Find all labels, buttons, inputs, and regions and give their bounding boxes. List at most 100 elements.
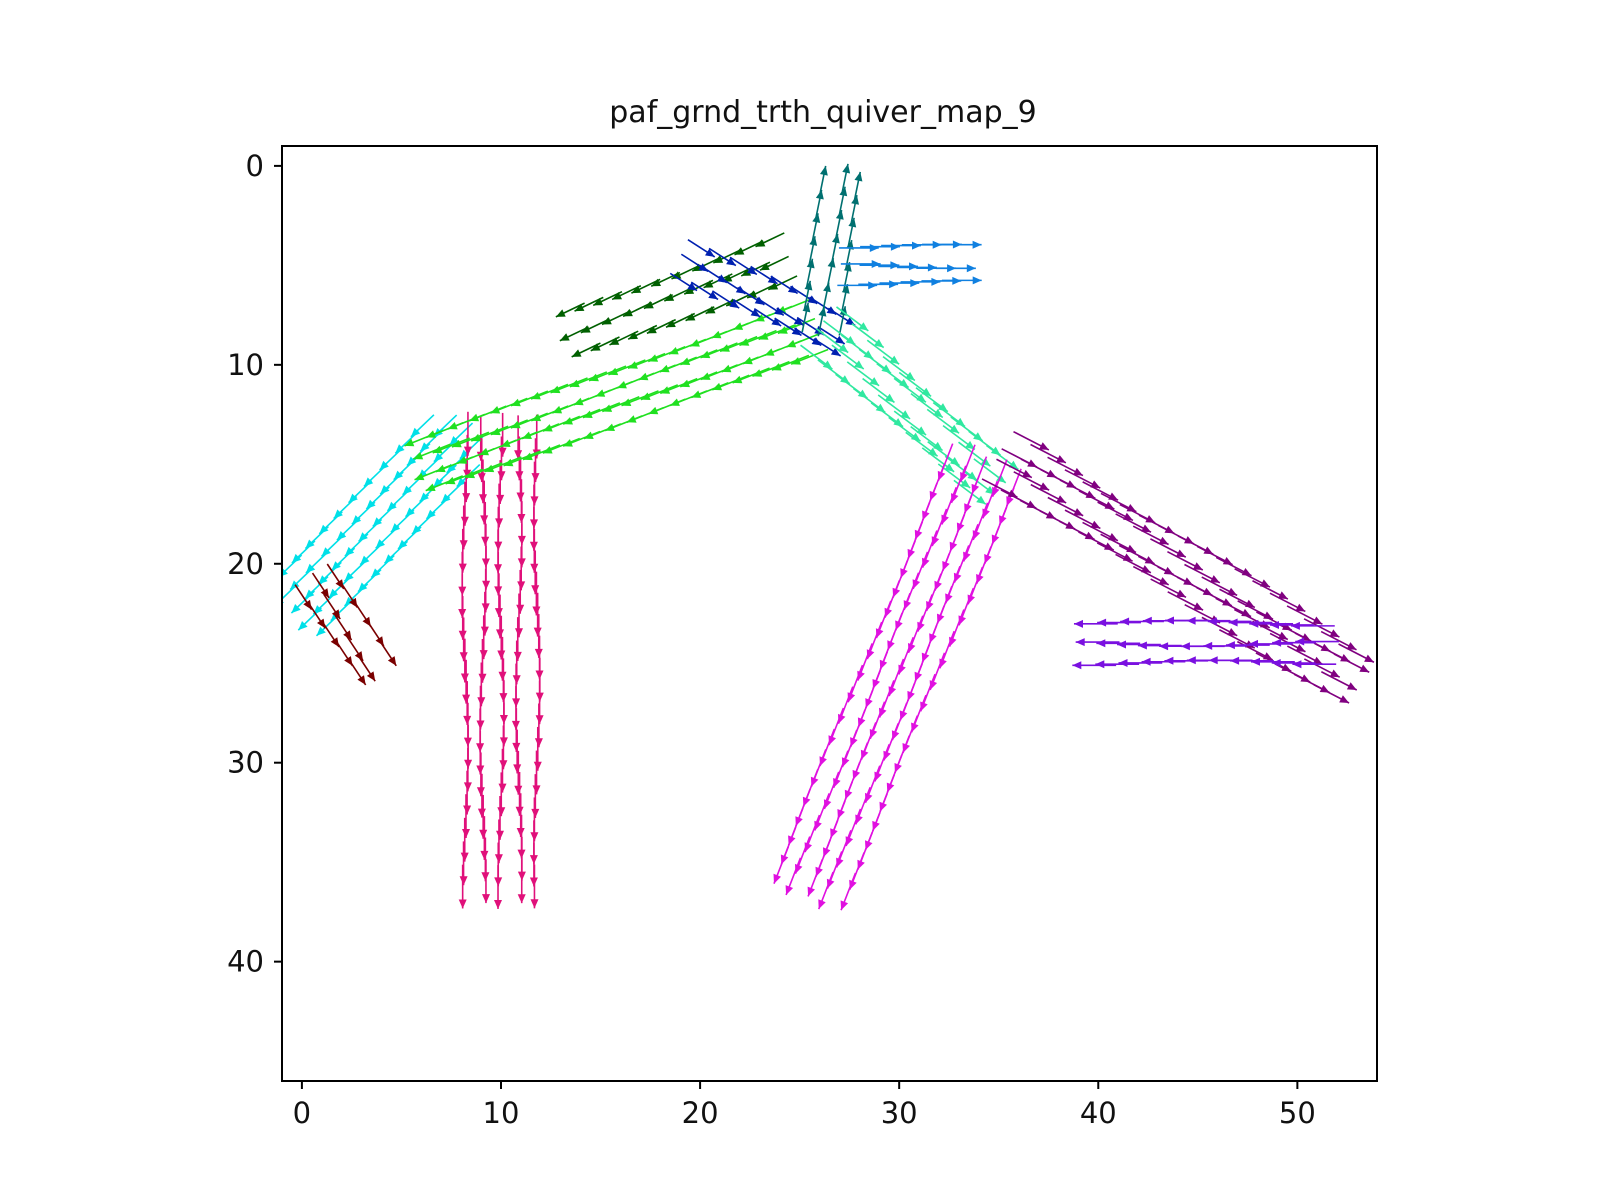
quiver-arrow bbox=[304, 526, 329, 550]
quiver-arrow bbox=[815, 328, 849, 354]
chart-title: paf_grnd_trth_quiver_map_9 bbox=[609, 95, 1036, 130]
quiver-arrow bbox=[847, 217, 857, 248]
quiver-arrow bbox=[344, 533, 369, 557]
quiver-arrow bbox=[817, 359, 851, 385]
y-tick-label: 10 bbox=[227, 348, 264, 382]
quiver-arrow bbox=[785, 857, 802, 896]
quiver-arrow bbox=[1075, 638, 1120, 647]
quiver-arrow bbox=[459, 505, 468, 550]
quiver-arrow bbox=[336, 517, 361, 541]
quiver-arrow bbox=[358, 518, 383, 543]
quiver-arrow bbox=[379, 447, 404, 471]
x-tick-label: 20 bbox=[682, 1096, 719, 1130]
quiver-series bbox=[1072, 616, 1339, 670]
quiver-arrow bbox=[290, 590, 315, 614]
y-tick-label: 20 bbox=[227, 547, 264, 581]
quiver-arrow bbox=[425, 475, 464, 492]
quiver-arrow bbox=[513, 729, 522, 774]
quiver-arrow bbox=[477, 662, 486, 707]
quiver-arrow bbox=[866, 339, 900, 365]
quiver-arrow bbox=[343, 558, 369, 582]
quiver-arrow bbox=[708, 247, 737, 267]
quiver-arrow bbox=[690, 281, 719, 301]
quiver-arrow bbox=[846, 361, 880, 387]
quiver-arrow bbox=[841, 163, 851, 194]
quiver-series bbox=[837, 240, 982, 290]
quiver-arrow bbox=[876, 362, 910, 389]
quiver-arrow bbox=[516, 457, 525, 502]
quiver-arrow bbox=[932, 401, 966, 428]
quiver-arrow bbox=[773, 846, 790, 884]
quiver-arrow bbox=[1150, 578, 1187, 599]
quiver-arrow bbox=[590, 336, 620, 352]
quiver-arrow bbox=[817, 325, 846, 345]
quiver-arrow bbox=[404, 494, 430, 518]
quiver-arrow bbox=[878, 262, 919, 271]
quiver-arrow bbox=[534, 703, 543, 748]
quiver-arrow bbox=[357, 569, 382, 593]
quiver-arrow bbox=[411, 511, 436, 535]
quiver-arrow bbox=[555, 302, 585, 318]
quiver-arrow bbox=[499, 725, 508, 770]
quiver-arrow bbox=[363, 463, 388, 488]
quiver-series bbox=[404, 297, 829, 492]
quiver-arrow bbox=[383, 540, 409, 564]
quiver-arrow bbox=[1120, 617, 1164, 626]
quiver-arrow bbox=[800, 344, 833, 370]
quiver-arrow bbox=[838, 186, 848, 217]
plot-area-frame bbox=[281, 145, 1378, 1082]
quiver-arrow bbox=[308, 602, 326, 629]
quiver-arrow bbox=[1013, 471, 1050, 491]
quiver-arrow bbox=[305, 550, 330, 574]
quiver-arrow bbox=[480, 480, 489, 525]
quiver-arrow bbox=[433, 439, 458, 463]
quiver-arrow bbox=[370, 554, 395, 579]
quiver-arrow bbox=[390, 509, 415, 533]
quiver-arrow bbox=[1167, 591, 1204, 611]
quiver-arrow bbox=[394, 430, 419, 454]
quiver-arrow bbox=[331, 547, 356, 571]
quiver-arrow bbox=[289, 566, 314, 591]
quiver-arrow bbox=[1333, 653, 1370, 673]
quiver-arrow bbox=[318, 511, 343, 535]
quiver-series bbox=[282, 414, 484, 637]
quiver-arrow bbox=[516, 793, 525, 838]
quiver-arrow bbox=[393, 457, 418, 481]
quiver-arrow bbox=[321, 533, 346, 557]
quiver-arrow bbox=[1338, 643, 1375, 663]
quiver-arrow bbox=[837, 281, 878, 290]
quiver-arrow bbox=[1228, 618, 1273, 627]
quiver-arrow bbox=[359, 542, 384, 566]
quiver-arrow bbox=[631, 278, 661, 294]
quiver-arrow bbox=[1164, 656, 1209, 665]
quiver-arrow bbox=[750, 265, 778, 285]
quiver-arrow bbox=[942, 424, 976, 451]
quiver-series bbox=[294, 563, 397, 686]
quiver-arrow bbox=[1303, 618, 1340, 638]
quiver-arrow bbox=[530, 864, 539, 909]
quiver-arrow bbox=[304, 575, 329, 600]
quiver-arrow bbox=[1184, 563, 1221, 584]
quiver-arrow bbox=[419, 428, 444, 453]
quiver-arrow bbox=[915, 387, 949, 413]
quiver-arrow bbox=[294, 584, 313, 611]
quiver-arrow bbox=[1095, 660, 1140, 669]
quiver-arrow bbox=[425, 496, 450, 520]
y-tick-label: 40 bbox=[227, 945, 264, 979]
quiver-arrow bbox=[1320, 671, 1358, 691]
quiver-arrow bbox=[365, 486, 390, 510]
quiver-arrow bbox=[609, 330, 639, 346]
quiver-arrow bbox=[414, 464, 452, 481]
quiver-arrow bbox=[776, 307, 805, 326]
quiver-arrow bbox=[458, 596, 467, 640]
quiver-arrow bbox=[311, 572, 330, 599]
quiver-arrow bbox=[348, 480, 373, 504]
quiver-arrow bbox=[926, 408, 960, 434]
quiver-arrow bbox=[476, 752, 485, 797]
quiver-arrow bbox=[888, 416, 922, 442]
quiver-arrow bbox=[333, 495, 358, 520]
quiver-arrow bbox=[803, 280, 813, 311]
quiver-arrow bbox=[323, 593, 341, 620]
quiver-arrow bbox=[517, 546, 526, 591]
